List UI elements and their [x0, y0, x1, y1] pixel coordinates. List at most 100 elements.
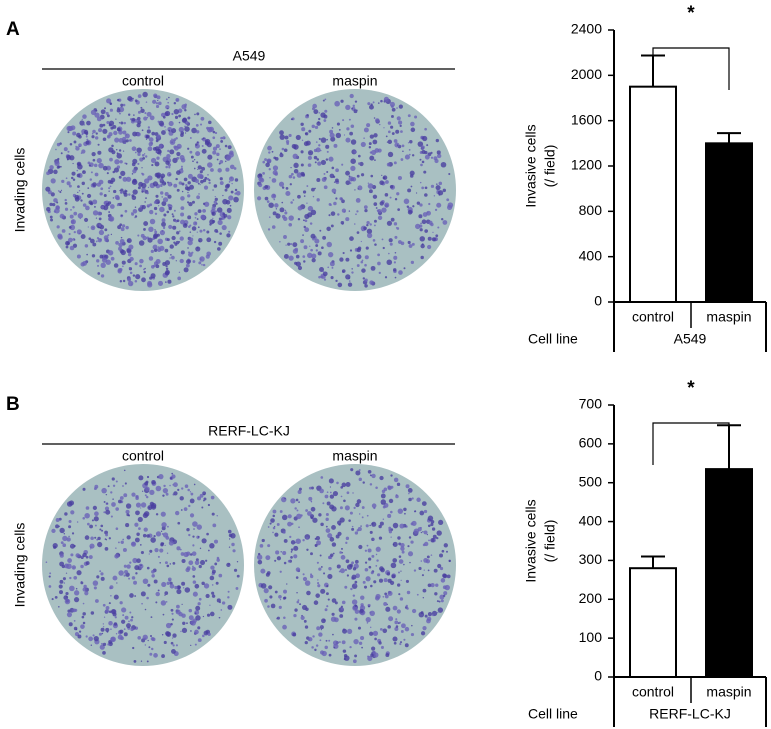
stain: [401, 144, 405, 148]
stain: [88, 164, 91, 167]
stain: [371, 554, 375, 558]
stain: [90, 225, 96, 231]
stain: [159, 561, 162, 564]
stain: [126, 564, 131, 569]
stain: [118, 246, 123, 251]
stain: [102, 165, 108, 171]
stain: [232, 549, 236, 553]
stain: [320, 629, 322, 631]
stain: [328, 566, 332, 571]
stain: [77, 634, 82, 639]
stain: [278, 181, 285, 187]
stain: [149, 489, 155, 496]
stain: [170, 641, 174, 645]
bar: [705, 468, 753, 678]
stain: [173, 101, 177, 105]
stain: [339, 568, 345, 574]
stain: [154, 261, 159, 266]
stain: [265, 572, 270, 577]
stain: [365, 524, 369, 528]
stain: [196, 247, 199, 249]
stain: [399, 597, 404, 601]
stain: [63, 147, 68, 152]
stain: [404, 154, 410, 160]
stain: [403, 563, 405, 566]
stain: [194, 643, 197, 646]
stain: [135, 274, 141, 280]
stain: [124, 615, 129, 620]
stain: [115, 507, 119, 511]
stain: [430, 522, 434, 527]
stain: [407, 240, 411, 245]
stain: [356, 210, 359, 213]
stain: [310, 574, 314, 579]
stain: [230, 190, 234, 194]
stain: [226, 207, 232, 213]
stain: [155, 264, 160, 269]
stain: [315, 535, 321, 541]
stain: [287, 242, 291, 246]
stain: [290, 550, 293, 553]
stain: [388, 238, 393, 243]
stain: [302, 190, 307, 194]
stain: [157, 120, 160, 123]
stain: [70, 544, 73, 547]
stain: [66, 563, 72, 570]
stain: [68, 226, 72, 229]
stain: [197, 496, 202, 501]
stain: [172, 157, 178, 164]
stain: [369, 524, 371, 527]
stain: [140, 564, 142, 567]
stain: [317, 581, 320, 585]
stain: [354, 617, 358, 621]
stain: [350, 124, 355, 128]
stain: [51, 528, 56, 534]
stain: [98, 224, 102, 227]
stain: [272, 211, 277, 216]
stain: [112, 498, 114, 500]
stain: [193, 167, 196, 170]
stain: [80, 199, 83, 202]
stain: [268, 151, 271, 154]
stain: [350, 165, 356, 171]
stain: [189, 491, 192, 493]
stain: [209, 575, 215, 581]
stain: [46, 207, 51, 212]
stain: [291, 172, 294, 176]
stain: [78, 134, 82, 139]
stain: [132, 209, 138, 214]
stain: [141, 182, 147, 189]
stain: [317, 251, 322, 256]
stain: [212, 189, 214, 191]
stain: [176, 188, 180, 192]
stain: [171, 128, 177, 134]
stain: [57, 233, 63, 239]
stain: [345, 481, 351, 487]
stain: [213, 240, 217, 244]
stain: [79, 217, 81, 220]
stain: [167, 107, 169, 110]
stain: [430, 582, 435, 588]
stain: [184, 484, 189, 488]
stain: [386, 220, 393, 226]
stain: [371, 646, 376, 651]
stain: [294, 507, 297, 510]
stain: [330, 224, 334, 228]
stain: [138, 527, 141, 531]
stain: [181, 182, 185, 186]
stain: [157, 101, 162, 106]
stain: [379, 475, 384, 481]
stain: [125, 139, 129, 143]
stain: [231, 542, 235, 547]
stain: [108, 187, 111, 190]
stain: [82, 552, 87, 558]
stain: [345, 536, 350, 541]
stain: [319, 625, 324, 630]
stain: [161, 201, 167, 207]
stain: [390, 125, 394, 129]
stain: [203, 630, 209, 636]
stain: [115, 547, 117, 549]
stain: [392, 636, 398, 642]
stain: [311, 258, 316, 263]
stain: [112, 197, 115, 199]
